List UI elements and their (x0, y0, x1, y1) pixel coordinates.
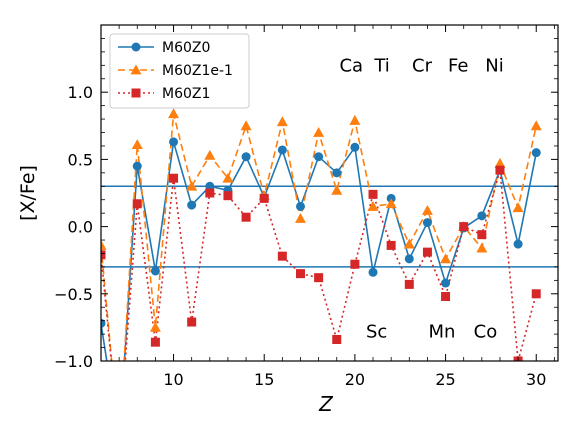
x-axis-label: Z (318, 392, 334, 416)
element-annotations: Ca Ti Cr Fe Ni Sc Mn Co (339, 55, 503, 342)
legend-marker (131, 42, 141, 52)
data-point-m60z1e-1 (530, 120, 542, 131)
data-point-m60z1e-1 (294, 213, 306, 223)
marker-layer (101, 108, 542, 361)
data-point-m60z1 (132, 199, 142, 209)
data-point-m60z1e-1 (222, 172, 234, 183)
element-label: Ni (485, 55, 503, 76)
data-point-m60z1e-1 (440, 253, 452, 264)
data-point-m60z0 (101, 318, 106, 328)
data-point-m60z1 (241, 212, 251, 222)
element-label: Fe (448, 55, 468, 76)
data-point-m60z1e-1 (331, 184, 343, 195)
data-point-m60z1e-1 (313, 127, 325, 137)
y-axis-label: [X/Fe] (17, 165, 39, 221)
data-point-m60z1 (495, 165, 505, 175)
data-point-m60z1e-1 (204, 149, 216, 160)
data-point-m60z1e-1 (168, 108, 180, 119)
legend-marker (131, 88, 141, 98)
y-tick-label: 0.0 (68, 218, 93, 237)
data-point-m60z0 (241, 152, 251, 162)
data-point-m60z1e-1 (149, 321, 161, 332)
data-point-m60z0 (332, 168, 342, 178)
data-point-m60z1 (531, 289, 541, 299)
x-tick-label: 20 (345, 370, 365, 389)
data-point-m60z1e-1 (186, 180, 198, 191)
data-point-m60z1e-1 (421, 204, 433, 215)
data-point-m60z1 (350, 259, 360, 269)
y-tick-label: −1.0 (54, 352, 93, 371)
x-tick-label: 30 (526, 370, 546, 389)
data-point-m60z1 (205, 188, 215, 198)
data-point-m60z1e-1 (403, 238, 415, 249)
element-label: Cr (412, 55, 433, 76)
x-tick-label: 10 (163, 370, 183, 389)
element-label: Ti (373, 55, 389, 76)
x-tick-label: 15 (254, 370, 274, 389)
data-point-m60z1e-1 (131, 139, 143, 150)
data-point-m60z1e-1 (476, 242, 488, 253)
data-point-m60z0 (531, 148, 541, 158)
data-point-m60z0 (150, 266, 160, 276)
data-point-m60z1e-1 (101, 239, 107, 250)
data-point-m60z1 (404, 279, 414, 289)
data-point-m60z0 (477, 211, 487, 221)
data-point-m60z1 (314, 273, 324, 283)
data-point-m60z1 (477, 230, 487, 240)
legend-box (109, 33, 250, 109)
data-point-m60z0 (132, 161, 142, 171)
data-point-m60z1e-1 (512, 202, 524, 213)
data-point-m60z0 (187, 200, 197, 210)
y-tick-label: 0.5 (68, 150, 93, 169)
data-point-m60z1 (150, 337, 160, 347)
legend: M60Z0 M60Z1e-1 M60Z1 (109, 33, 250, 109)
data-point-m60z0 (441, 278, 451, 288)
data-point-m60z1 (441, 291, 451, 301)
data-point-m60z0 (277, 145, 287, 155)
legend-label: M60Z1 (162, 86, 210, 102)
data-point-m60z0 (368, 267, 378, 277)
legend-label: M60Z0 (162, 40, 210, 56)
data-point-m60z1 (277, 251, 287, 261)
data-point-m60z1 (386, 240, 396, 250)
element-label: Sc (366, 321, 387, 342)
data-point-m60z0 (169, 137, 179, 147)
data-point-m60z1 (223, 191, 233, 201)
data-point-m60z1e-1 (276, 116, 288, 127)
data-point-m60z1e-1 (367, 200, 379, 211)
y-tick-label: −0.5 (54, 285, 93, 304)
data-point-m60z1 (259, 193, 269, 203)
data-point-m60z0 (295, 201, 305, 211)
data-point-m60z1 (101, 250, 106, 260)
data-point-m60z1e-1 (494, 157, 506, 168)
legend-label: M60Z1e-1 (162, 63, 233, 79)
data-point-m60z1e-1 (240, 120, 252, 131)
data-point-m60z0 (422, 218, 432, 228)
data-point-m60z1 (187, 317, 197, 327)
data-point-m60z1 (295, 269, 305, 279)
data-point-m60z0 (314, 152, 324, 162)
x-tick-label: 25 (435, 370, 455, 389)
element-label: Ca (339, 55, 363, 76)
data-point-m60z0 (350, 142, 360, 152)
data-point-m60z1 (459, 222, 469, 232)
data-point-m60z1 (169, 173, 179, 183)
data-point-m60z0 (513, 239, 523, 249)
data-point-m60z0 (404, 254, 414, 264)
element-label: Co (474, 321, 498, 342)
data-point-m60z1 (332, 334, 342, 344)
tick-layer: 10 15 20 25 30 −1.0 −0.5 0.0 0.5 1.0 (54, 24, 558, 389)
element-label: Mn (428, 321, 455, 342)
data-point-m60z1 (368, 189, 378, 199)
y-tick-label: 1.0 (68, 83, 93, 102)
plot-frame (100, 24, 559, 362)
data-point-m60z1e-1 (349, 114, 361, 125)
data-point-m60z1e-1 (385, 198, 397, 209)
data-point-m60z1 (422, 247, 432, 257)
legend-marker (130, 64, 142, 75)
hline-layer (101, 185, 558, 268)
